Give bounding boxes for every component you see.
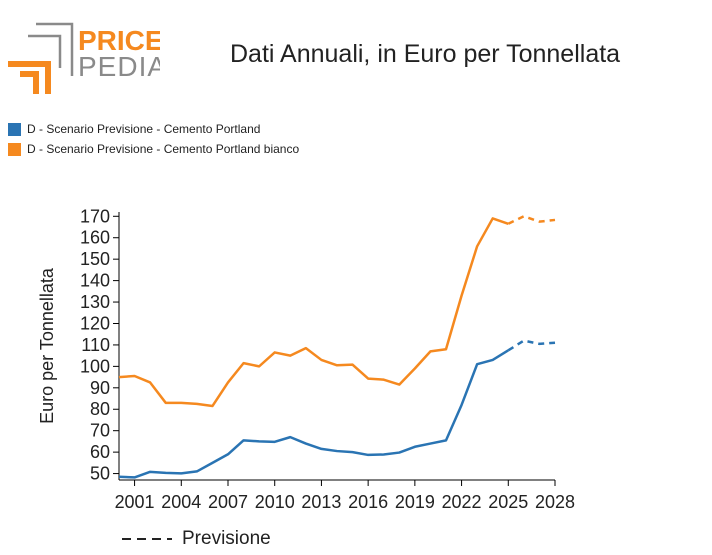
series-line-1	[118, 349, 509, 479]
x-tick-label: 2025	[488, 492, 528, 512]
y-tick-label: 60	[90, 442, 110, 462]
x-tick-label: 2022	[442, 492, 482, 512]
series-forecast-line-1	[507, 339, 556, 352]
x-tick-label: 2019	[395, 492, 435, 512]
x-tick-label: 2010	[255, 492, 295, 512]
legend-swatch-series-2	[8, 142, 21, 156]
legend-item-series-1[interactable]: D - Scenario Previsione - Cemento Portla…	[8, 119, 299, 139]
x-tick-label: 2004	[161, 492, 201, 512]
forecast-legend: Previsione	[122, 528, 271, 550]
dashed-line-icon	[122, 538, 172, 540]
legend-label-series-2: D - Scenario Previsione - Cemento Portla…	[27, 142, 300, 156]
x-tick-label: 2028	[535, 492, 575, 512]
y-tick-label: 70	[90, 421, 110, 441]
legend-swatch-series-1	[8, 122, 21, 136]
y-tick-label: 170	[80, 206, 110, 226]
series-line-2	[118, 217, 509, 408]
chart-title: Dati Annuali, in Euro per Tonnellata	[230, 40, 621, 68]
chart-legend: D - Scenario Previsione - Cemento Portla…	[8, 119, 299, 159]
y-tick-label: 80	[90, 399, 110, 419]
pricepedia-logo: PRICE PEDIA	[8, 22, 160, 94]
y-tick-label: 90	[90, 378, 110, 398]
y-tick-label: 120	[80, 313, 110, 333]
x-tick-label: 2001	[115, 492, 155, 512]
logo-mark-icon	[8, 22, 74, 94]
y-tick-label: 140	[80, 271, 110, 291]
x-tick-label: 2013	[301, 492, 341, 512]
logo-word-1: PRICE	[78, 25, 160, 56]
chart-lines	[118, 214, 556, 479]
forecast-legend-label: Previsione	[182, 528, 271, 549]
series-forecast-line-2	[507, 214, 556, 225]
x-tick-label: 2007	[208, 492, 248, 512]
y-tick-label: 100	[80, 356, 110, 376]
y-tick-label: 110	[81, 335, 110, 355]
x-tick-label: 2016	[348, 492, 388, 512]
y-tick-label: 130	[80, 292, 110, 312]
logo-word-2: PEDIA	[78, 51, 160, 82]
y-tick-label: 150	[80, 249, 110, 269]
y-axis-label: Euro per Tonnellata	[37, 267, 57, 424]
y-tick-label: 160	[80, 228, 110, 248]
y-tick-label: 50	[90, 464, 110, 484]
legend-label-series-1: D - Scenario Previsione - Cemento Portla…	[27, 122, 261, 136]
legend-item-series-2[interactable]: D - Scenario Previsione - Cemento Portla…	[8, 139, 299, 159]
